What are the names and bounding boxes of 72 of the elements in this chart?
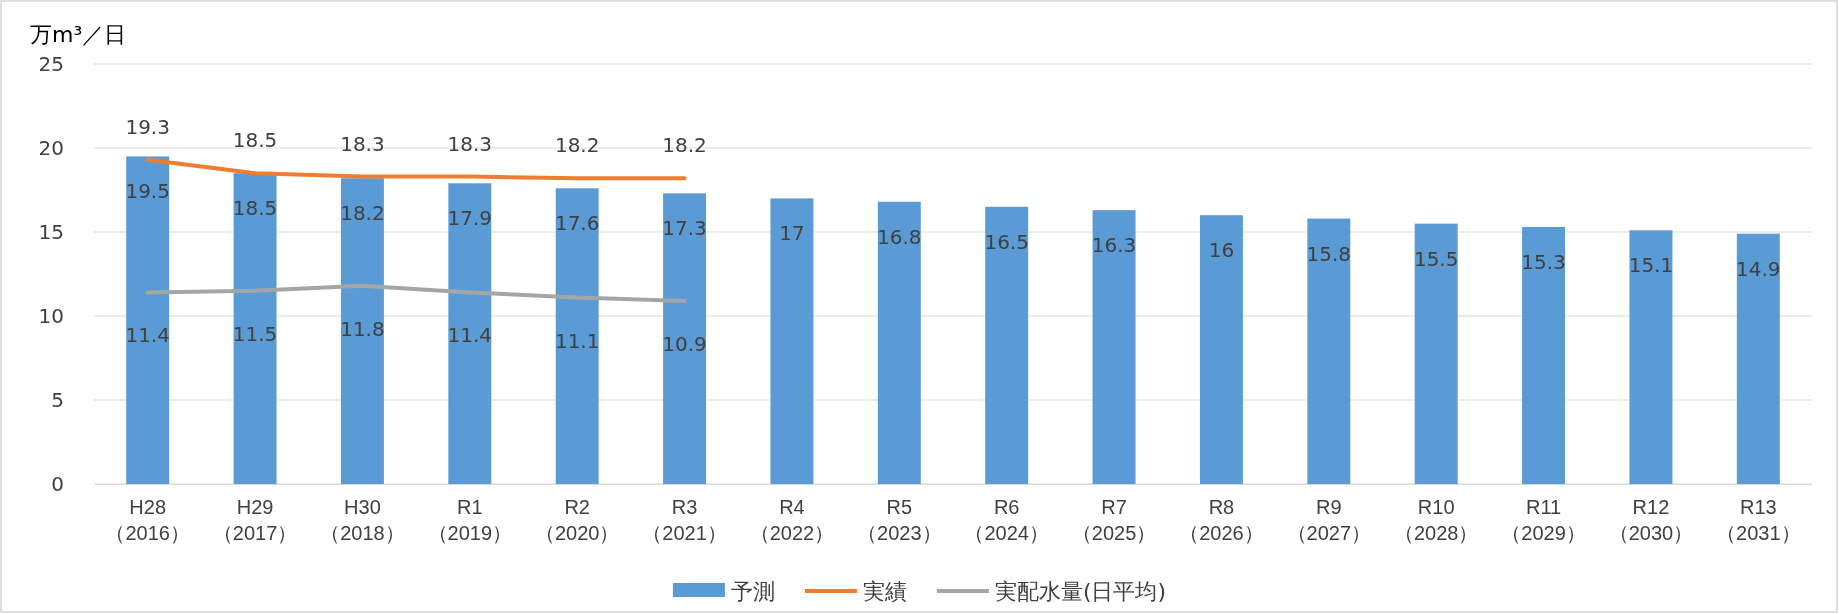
x-tick-label: R11 （2029） bbox=[1501, 496, 1586, 544]
data-label: 18.3 bbox=[447, 131, 493, 156]
bar bbox=[1199, 215, 1243, 484]
data-label: 18.5 bbox=[232, 196, 278, 221]
bar bbox=[1414, 223, 1458, 484]
bar bbox=[663, 193, 707, 484]
bar bbox=[448, 183, 492, 484]
data-label: 11.4 bbox=[447, 323, 493, 348]
data-label: 15.5 bbox=[1413, 246, 1459, 271]
bar bbox=[877, 201, 921, 484]
x-tick-label: R13 （2031） bbox=[1716, 496, 1801, 544]
data-label: 18.2 bbox=[340, 201, 385, 226]
data-label: 17.3 bbox=[662, 216, 707, 241]
data-label: 18.3 bbox=[340, 131, 385, 156]
bar bbox=[1092, 210, 1136, 484]
data-label: 18.5 bbox=[232, 128, 278, 153]
data-label: 16 bbox=[1208, 238, 1235, 263]
data-label: 10.9 bbox=[662, 331, 707, 356]
data-label: 16.5 bbox=[984, 229, 1029, 254]
data-label: 17.9 bbox=[447, 206, 493, 231]
x-tick-label: R8 （2026） bbox=[1179, 496, 1264, 544]
bar bbox=[1736, 233, 1780, 484]
data-label: 17.6 bbox=[554, 211, 600, 236]
x-tick-label: H28 （2016） bbox=[105, 496, 190, 544]
bar bbox=[770, 198, 814, 484]
x-tick-label: R9 （2027） bbox=[1286, 496, 1372, 544]
x-tick-label: R1 （2019） bbox=[427, 496, 513, 544]
bar bbox=[1629, 230, 1673, 484]
data-label: 15.8 bbox=[1306, 241, 1352, 266]
bar bbox=[985, 206, 1029, 484]
legend-label: 実績 bbox=[862, 579, 907, 604]
bar bbox=[340, 178, 384, 484]
y-axis-title: 万m³／日 bbox=[30, 22, 127, 47]
y-tick-label: 10 bbox=[38, 303, 64, 328]
y-tick-label: 20 bbox=[38, 135, 64, 160]
y-tick-label: 25 bbox=[38, 51, 64, 76]
y-tick-label: 5 bbox=[51, 387, 64, 412]
bar bbox=[1522, 226, 1566, 484]
data-label: 16.8 bbox=[877, 224, 922, 249]
data-label: 11.8 bbox=[340, 316, 385, 341]
x-tick-label: R6 （2024） bbox=[964, 496, 1049, 544]
data-label: 11.5 bbox=[232, 321, 278, 346]
y-tick-label: 15 bbox=[38, 219, 64, 244]
data-label: 15.1 bbox=[1628, 253, 1674, 278]
legend-label: 予測 bbox=[730, 579, 775, 604]
x-tick-label: R5 （2023） bbox=[857, 496, 942, 544]
bar bbox=[1307, 218, 1351, 484]
line-series bbox=[145, 283, 687, 303]
data-label: 19.5 bbox=[125, 179, 170, 204]
data-label: 11.4 bbox=[125, 323, 170, 348]
data-label: 16.3 bbox=[1091, 233, 1137, 258]
x-tick-label: R7 （2025） bbox=[1071, 496, 1157, 544]
x-tick-label: H29 （2017） bbox=[212, 496, 298, 544]
x-tick-label: R4 （2022） bbox=[749, 496, 835, 544]
x-tick-label: R12 （2030） bbox=[1608, 496, 1694, 544]
x-tick-label: R10 （2028） bbox=[1393, 496, 1479, 544]
bar bbox=[555, 188, 599, 484]
data-label: 19.3 bbox=[125, 114, 170, 139]
x-tick-label: H30 （2018） bbox=[320, 496, 405, 544]
data-label: 14.9 bbox=[1736, 256, 1781, 281]
y-tick-label: 0 bbox=[51, 471, 64, 496]
data-label: 15.3 bbox=[1521, 249, 1566, 274]
data-label: 17 bbox=[779, 221, 805, 246]
data-label: 11.1 bbox=[554, 328, 600, 353]
bar bbox=[126, 156, 170, 484]
legend-label: 実配水量(日平均) bbox=[994, 579, 1167, 604]
x-tick-label: R2 （2020） bbox=[534, 496, 620, 544]
line-series bbox=[145, 157, 687, 181]
x-tick-label: R3 （2021） bbox=[642, 496, 727, 544]
data-label: 18.2 bbox=[662, 133, 707, 158]
bar bbox=[233, 173, 277, 484]
data-label: 18.2 bbox=[554, 133, 600, 158]
